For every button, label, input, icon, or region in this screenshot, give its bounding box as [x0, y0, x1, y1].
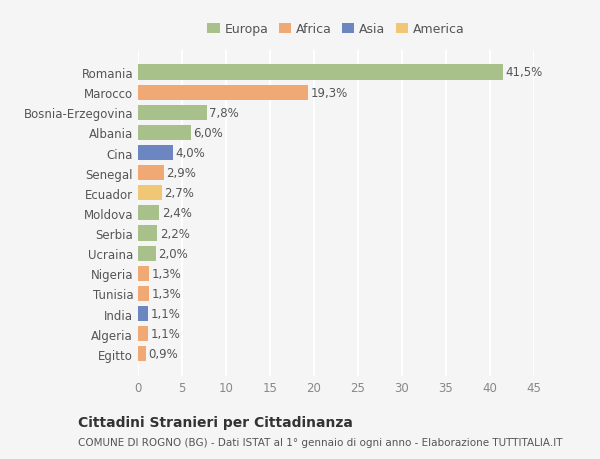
Text: 1,1%: 1,1% [151, 308, 180, 320]
Text: 2,0%: 2,0% [158, 247, 188, 260]
Text: 1,1%: 1,1% [151, 327, 180, 341]
Bar [138, 246, 155, 261]
Bar [138, 266, 149, 281]
Text: 1,3%: 1,3% [152, 287, 182, 300]
Text: 6,0%: 6,0% [193, 127, 223, 140]
Bar [138, 286, 149, 301]
Text: Cittadini Stranieri per Cittadinanza: Cittadini Stranieri per Cittadinanza [78, 415, 353, 429]
Text: 2,4%: 2,4% [162, 207, 191, 220]
Text: 1,3%: 1,3% [152, 267, 182, 280]
Text: 19,3%: 19,3% [310, 86, 348, 100]
Bar [138, 106, 206, 121]
Bar [138, 126, 191, 140]
Text: 7,8%: 7,8% [209, 106, 239, 119]
Text: 41,5%: 41,5% [506, 67, 543, 79]
Bar [138, 146, 173, 161]
Bar [138, 347, 146, 362]
Text: 2,7%: 2,7% [164, 187, 194, 200]
Bar [138, 85, 308, 101]
Legend: Europa, Africa, Asia, America: Europa, Africa, Asia, America [205, 21, 467, 39]
Text: COMUNE DI ROGNO (BG) - Dati ISTAT al 1° gennaio di ogni anno - Elaborazione TUTT: COMUNE DI ROGNO (BG) - Dati ISTAT al 1° … [78, 437, 563, 447]
Bar [138, 65, 503, 80]
Text: 0,9%: 0,9% [149, 347, 178, 360]
Text: 2,2%: 2,2% [160, 227, 190, 240]
Text: 2,9%: 2,9% [166, 167, 196, 180]
Bar [138, 326, 148, 341]
Bar [138, 226, 157, 241]
Bar [138, 306, 148, 321]
Bar [138, 166, 164, 181]
Bar [138, 206, 159, 221]
Text: 4,0%: 4,0% [176, 147, 206, 160]
Bar [138, 186, 162, 201]
